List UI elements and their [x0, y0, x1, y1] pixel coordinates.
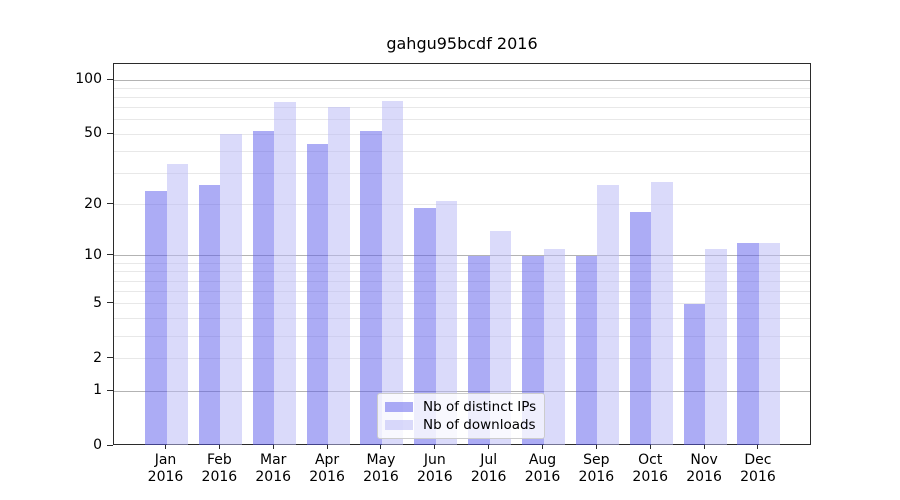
x-tick-feb	[218, 445, 220, 449]
gridline-minor-70	[114, 107, 810, 109]
x-tick-label-sep: Sep 2016	[578, 452, 615, 485]
bar-downloads-aug	[543, 248, 566, 445]
gridline-minor-7	[114, 280, 810, 282]
y-tick-label-5: 5	[93, 294, 102, 311]
y-tick-0	[107, 444, 113, 446]
bar-distinct-ips-jun	[414, 208, 436, 445]
x-tick-nov	[703, 445, 705, 449]
bar-downloads-mar	[274, 101, 296, 445]
gridline-major-10	[114, 255, 810, 257]
bar-downloads-jul	[489, 231, 512, 445]
bar-downloads-jun	[435, 200, 458, 445]
y-tick-2	[107, 357, 113, 359]
legend-item-downloads: Nb of downloads	[385, 417, 537, 433]
gridline-minor-6	[114, 291, 810, 293]
bar-distinct-ips-oct	[629, 212, 652, 445]
bar-distinct-ips-jan	[145, 190, 167, 445]
gridline-minor-4	[114, 317, 810, 319]
y-tick-10	[107, 254, 113, 256]
x-tick-label-aug: Aug 2016	[524, 452, 561, 485]
legend: Nb of distinct IPs Nb of downloads	[377, 393, 545, 439]
y-tick-label-50: 50	[84, 125, 102, 142]
y-tick-label-20: 20	[84, 195, 102, 212]
gridline-major-1	[114, 390, 810, 392]
x-tick-label-apr: Apr 2016	[309, 452, 345, 485]
gridline-major-100	[114, 79, 810, 81]
y-tick-label-10: 10	[84, 246, 102, 263]
legend-label-distinct-ips: Nb of distinct IPs	[423, 398, 537, 415]
bar-distinct-ips-sep	[575, 255, 598, 445]
bar-downloads-apr	[328, 106, 350, 445]
x-tick-label-jun: Jun 2016	[416, 452, 453, 485]
y-tick-label-100: 100	[75, 71, 102, 87]
x-tick-aug	[542, 445, 544, 449]
x-tick-sep	[595, 445, 597, 449]
chart-title: gahgu95bcdf 2016	[386, 34, 538, 53]
y-tick-20	[107, 203, 113, 205]
legend-swatch-downloads	[385, 420, 413, 431]
x-tick-dec	[757, 445, 759, 449]
y-tick-label-0: 0	[93, 437, 102, 453]
gridline-minor-90	[114, 87, 810, 89]
gridline-minor-60	[114, 119, 810, 121]
x-tick-label-dec: Dec 2016	[740, 452, 776, 485]
x-tick-label-jul: Jul 2016	[470, 452, 507, 485]
gridline-minor-3	[114, 335, 810, 337]
gridline-minor-8	[114, 271, 810, 273]
plot-area	[113, 63, 811, 445]
x-tick-label-oct: Oct 2016	[632, 452, 669, 485]
legend-label-downloads: Nb of downloads	[423, 417, 536, 434]
gridline-minor-20	[114, 204, 810, 206]
x-tick-apr	[326, 445, 328, 449]
y-tick-50	[107, 132, 113, 134]
y-tick-100	[107, 78, 113, 80]
bar-downloads-oct	[651, 181, 673, 445]
gridline-minor-80	[114, 97, 810, 98]
x-tick-label-feb: Feb 2016	[201, 452, 238, 485]
legend-item-distinct-ips: Nb of distinct IPs	[385, 399, 537, 415]
gridline-minor-40	[114, 151, 810, 152]
bar-distinct-ips-feb	[198, 184, 221, 445]
bar-downloads-feb	[220, 134, 242, 445]
gridline-minor-30	[114, 173, 810, 175]
bar-downloads-sep	[597, 184, 619, 445]
bar-downloads-jan	[166, 164, 188, 445]
x-tick-label-may: May 2016	[363, 452, 399, 485]
bar-distinct-ips-mar	[252, 131, 275, 445]
gridline-minor-50	[114, 133, 810, 135]
gridline-minor-5	[114, 303, 810, 305]
x-tick-jul	[488, 445, 490, 449]
x-tick-label-nov: Nov 2016	[686, 452, 722, 485]
y-tick-5	[107, 302, 113, 304]
bar-downloads-dec	[758, 242, 781, 445]
x-tick-oct	[649, 445, 651, 449]
gridline-minor-9	[114, 262, 810, 264]
bar-distinct-ips-nov	[683, 303, 706, 445]
x-tick-jun	[434, 445, 436, 449]
x-tick-mar	[272, 445, 274, 449]
bar-downloads-nov	[705, 248, 727, 445]
y-tick-label-2: 2	[93, 349, 102, 366]
gridline-minor-2	[114, 358, 810, 360]
legend-swatch-distinct-ips	[385, 401, 413, 412]
y-tick-1	[107, 389, 113, 391]
x-tick-label-jan: Jan 2016	[147, 452, 184, 485]
x-tick-label-mar: Mar 2016	[255, 452, 292, 485]
x-tick-may	[380, 445, 382, 449]
x-tick-jan	[165, 445, 166, 449]
bar-distinct-ips-apr	[306, 144, 329, 445]
bar-downloads-may	[381, 100, 404, 445]
y-tick-label-1: 1	[93, 382, 102, 399]
bar-distinct-ips-may	[360, 131, 382, 445]
bar-distinct-ips-dec	[737, 242, 759, 445]
